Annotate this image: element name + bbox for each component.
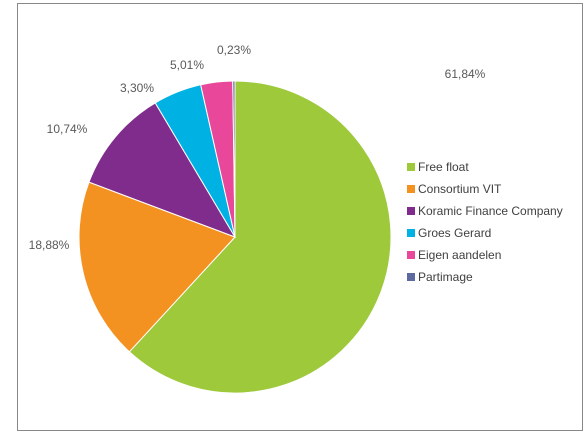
- legend-label-consortium-vit: Consortium VIT: [418, 182, 502, 196]
- legend-label-partimage: Partimage: [418, 270, 473, 284]
- pie-percentage-labels: 61,84% 18,88% 10,74% 5,01% 3,30% 0,23%: [29, 43, 486, 252]
- legend: Free float Consortium VIT Koramic Finance …: [407, 160, 563, 284]
- pie-slice-koramic-finance-company: [88, 102, 237, 238]
- legend-label-free-float: Free float: [418, 160, 469, 174]
- legend-swatch-koramic-finance-company: [407, 207, 415, 215]
- legend-label-eigen-aandelen: Eigen aandelen: [418, 248, 501, 262]
- legend-label-groes-gerard: Groes Gerard: [418, 226, 491, 240]
- pie-slice-partimage: [232, 80, 236, 238]
- pie-label-eigen-aandelen: 3,30%: [120, 81, 154, 95]
- pie-slices: [78, 80, 392, 394]
- legend-swatch-groes-gerard: [407, 229, 415, 237]
- pie-label-partimage: 0,23%: [217, 43, 251, 57]
- pie-chart: 61,84% 18,88% 10,74% 5,01% 3,30% 0,23% Free f…: [29, 43, 563, 394]
- legend-swatch-free-float: [407, 163, 415, 171]
- legend-label-koramic-finance-company: Koramic Finance Company: [418, 204, 563, 218]
- pie-slice-free-float: [128, 80, 392, 394]
- pie-label-free-float: 61,84%: [445, 67, 486, 81]
- pie-label-groes-gerard: 5,01%: [170, 58, 204, 72]
- pie-label-consortium-vit: 18,88%: [29, 238, 70, 252]
- pie-slice-consortium-vit: [78, 181, 236, 353]
- legend-swatch-consortium-vit: [407, 185, 415, 193]
- pie-label-koramic-finance-company: 10,74%: [47, 122, 88, 136]
- chart-frame: 61,84% 18,88% 10,74% 5,01% 3,30% 0,23% Free f…: [17, 3, 583, 431]
- legend-swatch-partimage: [407, 273, 415, 281]
- legend-swatch-eigen-aandelen: [407, 251, 415, 259]
